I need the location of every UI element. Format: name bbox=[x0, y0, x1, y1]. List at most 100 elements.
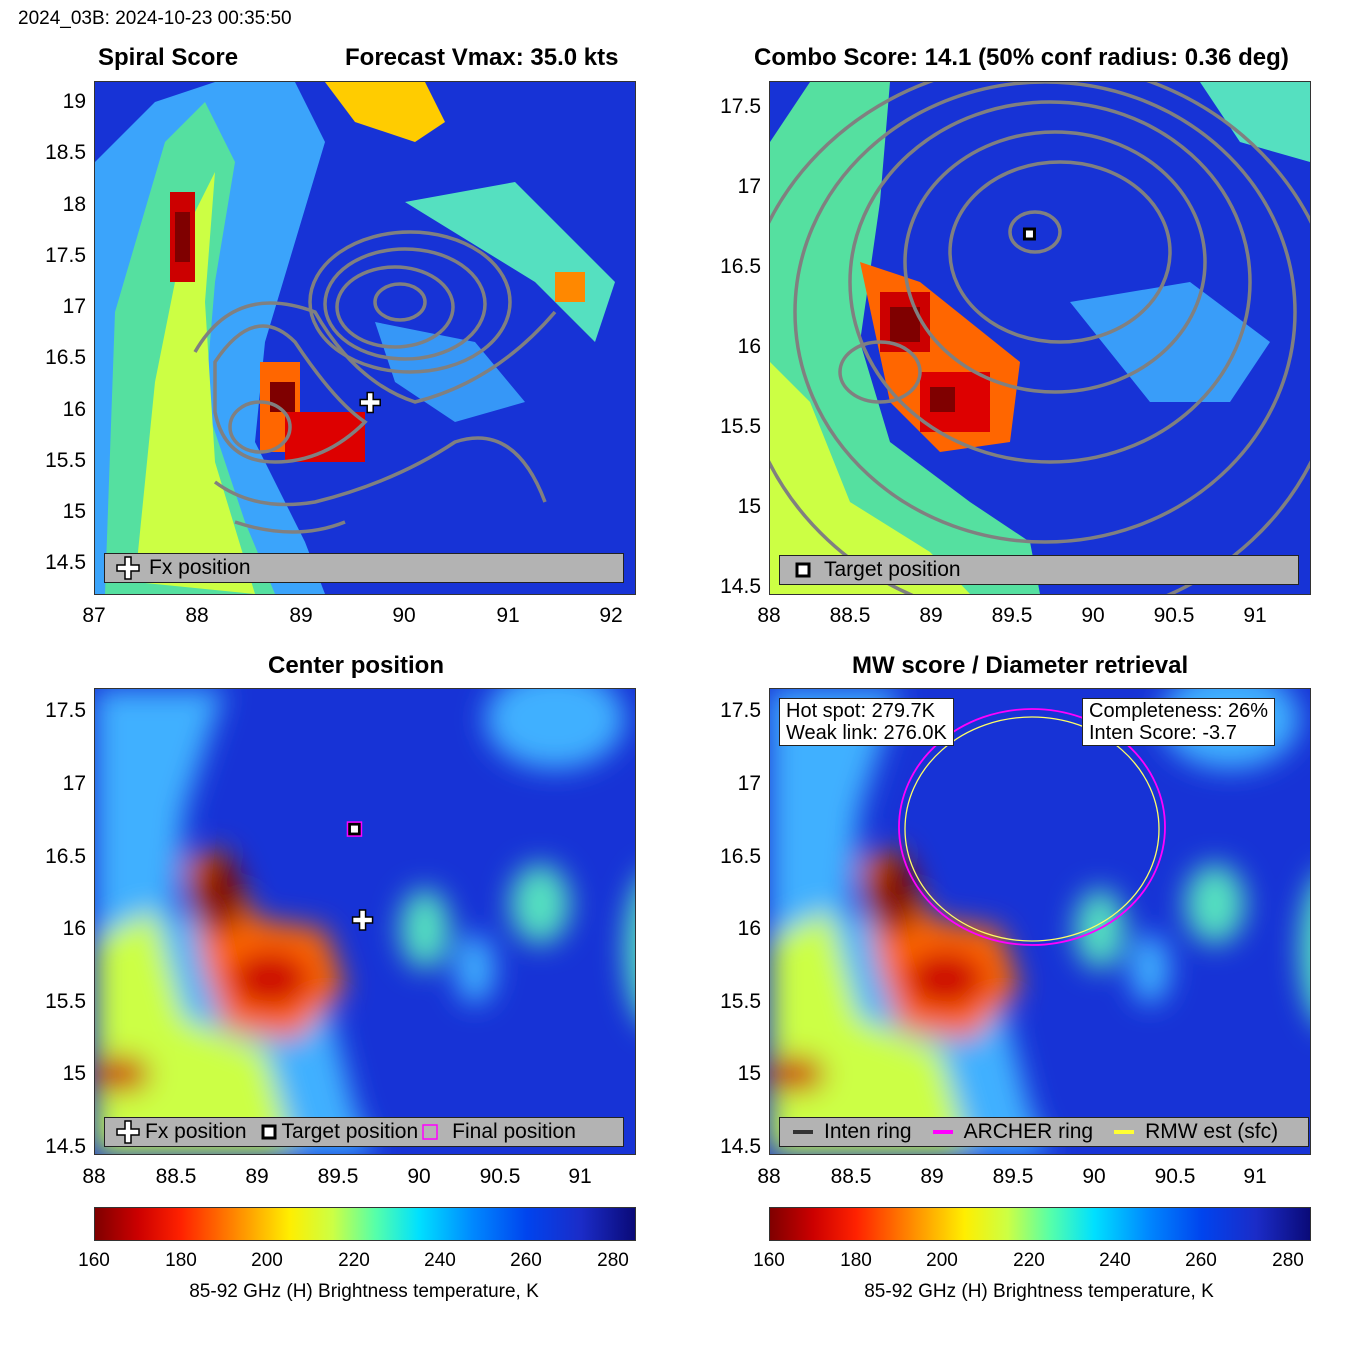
spiral-ytick: 14.5 bbox=[45, 551, 86, 574]
legend-label: Inten ring bbox=[824, 1120, 912, 1143]
colorbar-label: 85-92 GHz (H) Brightness temperature, K bbox=[864, 1281, 1214, 1302]
mw-ytick: 15 bbox=[737, 1062, 761, 1085]
center-xtick: 91 bbox=[568, 1165, 592, 1188]
mw-xtick: 88 bbox=[757, 1165, 781, 1188]
spiral-legend: Fx position bbox=[104, 553, 624, 583]
combo-ytick: 17 bbox=[737, 175, 761, 198]
legend-label: Target position bbox=[824, 558, 961, 581]
colorbar-tick: 240 bbox=[424, 1250, 456, 1271]
legend-item-target: Target position bbox=[259, 1120, 419, 1144]
magenta-line-icon bbox=[932, 1130, 953, 1134]
colorbar-tick: 220 bbox=[338, 1250, 370, 1271]
rmw-ring bbox=[904, 716, 1160, 942]
center-ytick: 17.5 bbox=[45, 699, 86, 722]
combo-xtick: 89 bbox=[919, 604, 943, 627]
combo-xtick: 88 bbox=[757, 604, 781, 627]
mw-title: MW score / Diameter retrieval bbox=[852, 652, 1189, 679]
spiral-ytick: 16.5 bbox=[45, 346, 86, 369]
mw-xtick: 89.5 bbox=[992, 1165, 1034, 1188]
dark-line-icon bbox=[793, 1130, 813, 1134]
center-ytick: 16 bbox=[62, 917, 86, 940]
center-title: Center position bbox=[268, 652, 445, 679]
yellow-line-icon bbox=[1114, 1130, 1135, 1134]
mw-ytick: 16 bbox=[737, 917, 761, 940]
center-xtick: 90.5 bbox=[479, 1165, 521, 1188]
mw-score-image bbox=[770, 689, 1310, 1154]
target-square-shape bbox=[1022, 227, 1036, 241]
colorbar-tick: 280 bbox=[597, 1250, 629, 1271]
mw-xtick: 90.5 bbox=[1154, 1165, 1196, 1188]
colorbar-tick: 160 bbox=[78, 1250, 110, 1271]
combo-xtick: 90 bbox=[1081, 604, 1105, 627]
center-position-image bbox=[95, 689, 635, 1154]
colorbar-tick: 240 bbox=[1099, 1250, 1131, 1271]
final-square-shape bbox=[346, 821, 363, 837]
spiral-ytick: 15.5 bbox=[45, 449, 86, 472]
combo-ytick: 16.5 bbox=[720, 255, 761, 278]
mw-xtick: 89 bbox=[920, 1165, 944, 1188]
hot-spot-text: Hot spot: 279.7K bbox=[786, 700, 935, 722]
legend-item-rmw: RMW est (sfc) bbox=[1111, 1120, 1278, 1144]
fx-position-marker bbox=[351, 909, 374, 931]
colorbar-tick: 220 bbox=[1013, 1250, 1045, 1271]
combo-ytick: 17.5 bbox=[720, 95, 761, 118]
colorbar-tick: 200 bbox=[251, 1250, 283, 1271]
combo-ytick: 14.5 bbox=[720, 575, 761, 598]
mw-ytick: 14.5 bbox=[720, 1135, 761, 1158]
combo-ytick: 16 bbox=[737, 335, 761, 358]
spiral-ytick: 17 bbox=[62, 295, 86, 318]
spiral-vmax-title: Forecast Vmax: 35.0 kts bbox=[345, 44, 619, 71]
target-square-shape bbox=[347, 822, 361, 836]
colorbar-left bbox=[94, 1207, 636, 1241]
legend-label: Target position bbox=[281, 1120, 419, 1143]
spiral-ytick: 15 bbox=[62, 500, 86, 523]
fx-plus-shape bbox=[359, 391, 381, 414]
center-ytick: 17 bbox=[62, 772, 86, 795]
colorbar-tick: 160 bbox=[753, 1250, 785, 1271]
mw-xtick: 91 bbox=[1243, 1165, 1267, 1188]
mw-legend: Inten ring ARCHER ring RMW est (sfc) bbox=[779, 1117, 1309, 1147]
final-position-marker bbox=[346, 821, 363, 837]
center-legend: Fx position Target position Final positi… bbox=[104, 1117, 624, 1147]
mw-ytick: 16.5 bbox=[720, 845, 761, 868]
square-marker-icon bbox=[261, 1124, 277, 1140]
spiral-xtick: 88 bbox=[185, 604, 209, 627]
legend-item-inten-ring: Inten ring bbox=[790, 1120, 912, 1144]
legend-item-fx: Fx position bbox=[115, 555, 251, 581]
target-position-marker bbox=[347, 822, 361, 836]
weak-link-text: Weak link: 276.0K bbox=[786, 722, 947, 744]
center-xtick: 88.5 bbox=[155, 1165, 197, 1188]
center-ytick: 15 bbox=[62, 1062, 86, 1085]
spiral-ytick: 18 bbox=[62, 193, 86, 216]
legend-label: RMW est (sfc) bbox=[1145, 1120, 1279, 1143]
center-ytick: 15.5 bbox=[45, 990, 86, 1013]
center-position-plot bbox=[94, 688, 636, 1155]
spiral-xtick: 87 bbox=[82, 604, 106, 627]
combo-score-image bbox=[770, 82, 1310, 594]
target-position-marker bbox=[1022, 227, 1036, 241]
colorbar-label: 85-92 GHz (H) Brightness temperature, K bbox=[189, 1281, 539, 1302]
mw-xtick: 88.5 bbox=[830, 1165, 872, 1188]
colorbar-tick: 180 bbox=[165, 1250, 197, 1271]
legend-label: ARCHER ring bbox=[963, 1120, 1094, 1143]
combo-ytick: 15 bbox=[737, 495, 761, 518]
spiral-xtick: 91 bbox=[496, 604, 520, 627]
combo-contours bbox=[770, 82, 1310, 594]
spiral-xtick: 90 bbox=[392, 604, 416, 627]
colorbar-tick: 260 bbox=[510, 1250, 542, 1271]
spiral-xtick: 89 bbox=[289, 604, 313, 627]
colorbar-tick: 260 bbox=[1185, 1250, 1217, 1271]
colorbar-tick: 200 bbox=[926, 1250, 958, 1271]
image-header: 2024_03B: 2024-10-23 00:35:50 bbox=[18, 8, 292, 29]
colorbar-tick: 180 bbox=[840, 1250, 872, 1271]
center-xtick: 89.5 bbox=[317, 1165, 359, 1188]
square-marker-icon bbox=[795, 562, 811, 578]
plus-marker-icon bbox=[116, 556, 140, 580]
spiral-title: Spiral Score bbox=[98, 44, 239, 71]
legend-label: Final position bbox=[452, 1120, 576, 1143]
combo-ytick: 15.5 bbox=[720, 415, 761, 438]
spiral-ytick: 17.5 bbox=[45, 244, 86, 267]
fx-plus-shape bbox=[351, 909, 374, 931]
spiral-ytick: 18.5 bbox=[45, 141, 86, 164]
combo-xtick: 88.5 bbox=[829, 604, 871, 627]
